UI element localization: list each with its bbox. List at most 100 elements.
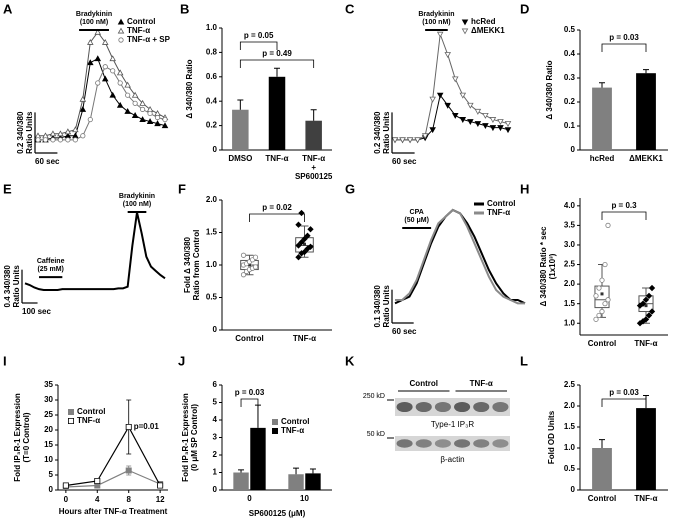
mean — [303, 242, 306, 246]
significance-bracket — [601, 211, 647, 220]
panel-label: E — [3, 181, 12, 196]
blot-band — [415, 401, 432, 413]
y-axis-label: Δ 340/380 Ratio * sec — [539, 226, 548, 307]
blot-band — [396, 401, 413, 413]
bar — [592, 87, 612, 150]
y-axis-label: (1x10³) — [548, 253, 557, 279]
bar — [288, 474, 304, 490]
data-point — [240, 272, 247, 278]
data-point — [596, 312, 602, 319]
y-axis-label: (T=0 Control) — [22, 412, 31, 462]
data-point — [252, 264, 259, 270]
y-axis-label: Fold Δ 340/380 — [183, 236, 192, 293]
data-point — [599, 277, 605, 283]
y-tick-label: 0 — [213, 145, 218, 154]
trace-marker — [80, 133, 86, 139]
scale-x-label: 60 sec — [392, 157, 417, 166]
y-tick-label: 15 — [44, 440, 53, 449]
scale-y-label: 0.2 340/380 — [373, 111, 382, 154]
y-tick-label: 5 — [213, 398, 218, 407]
legend-label: Control — [487, 199, 515, 208]
trace-marker — [35, 137, 41, 143]
significance-bracket — [601, 398, 647, 407]
mean — [600, 292, 604, 296]
panel-label: D — [520, 1, 529, 16]
y-tick-label: 0.1 — [564, 121, 576, 130]
y-tick-label: 2.5 — [564, 380, 576, 389]
panel-label: C — [345, 1, 355, 16]
error-bar — [274, 67, 280, 77]
panel-label: F — [178, 181, 186, 196]
trace-marker — [459, 92, 467, 99]
scale-y-label: Ratio Units — [25, 111, 34, 154]
trace-marker — [421, 133, 429, 140]
blot-band — [434, 401, 451, 413]
trace-marker — [139, 116, 146, 123]
trace-marker — [162, 116, 168, 123]
series-line — [65, 469, 161, 488]
x-tick-label: Control — [588, 494, 616, 503]
trace-marker — [489, 125, 497, 132]
x-tick-label: hcRed — [590, 154, 615, 163]
data-point — [307, 243, 314, 250]
legend-marker — [68, 418, 74, 424]
trace-marker — [161, 122, 169, 129]
data-point — [642, 296, 650, 303]
x-tick-label: SP600125 — [295, 172, 333, 181]
trace-marker — [444, 52, 452, 58]
legend-marker — [117, 27, 125, 34]
trace-line — [24, 212, 166, 291]
panel-label: A — [3, 1, 13, 16]
y-tick-label: 30 — [44, 395, 53, 404]
bar — [232, 109, 249, 150]
data-marker — [94, 478, 101, 484]
trace-marker — [482, 123, 489, 130]
y-tick-label: 0 — [571, 145, 576, 154]
annotation: p=0.01 — [134, 422, 160, 431]
scale-y-label: Ratio Units — [382, 111, 391, 154]
trace-marker — [109, 55, 116, 62]
trace-marker — [124, 107, 131, 114]
trace-marker — [131, 91, 139, 98]
bar — [305, 120, 322, 150]
band-label: β-actin — [440, 455, 464, 464]
trace-marker — [139, 106, 146, 112]
legend-label: TNF-α + SP — [127, 35, 171, 44]
mean — [248, 263, 251, 267]
data-point — [307, 226, 314, 233]
y-tick-label: 0.5 — [564, 25, 576, 34]
x-tick-label: Control — [588, 339, 616, 348]
trace-marker — [489, 117, 497, 123]
trace-marker — [116, 101, 124, 108]
y-tick-label: 1.0 — [564, 318, 576, 327]
trace-marker — [87, 59, 94, 66]
significance-bracket — [239, 41, 278, 50]
error-bar — [309, 468, 316, 474]
significance-bracket — [249, 213, 305, 222]
data-point — [645, 312, 653, 319]
x-axis-label: Hours after TNF-α Treatment — [59, 507, 168, 516]
trace-marker — [50, 137, 56, 143]
scale-y-label: 0.2 340/380 — [16, 111, 25, 154]
y-tick-label: 0.6 — [206, 72, 218, 81]
size-label: 50 kD — [367, 431, 385, 438]
data-marker — [125, 424, 132, 430]
data-point — [301, 235, 308, 243]
stimulus-label: Bradykinin — [76, 11, 112, 18]
trace-marker — [467, 119, 474, 125]
y-tick-label: 4.0 — [564, 201, 576, 210]
trace-marker — [146, 118, 154, 125]
stimulus-label: (50 μM) — [404, 217, 429, 224]
y-tick-label: 6 — [213, 380, 218, 389]
trace-marker — [109, 91, 116, 98]
y-tick-label: 0 — [213, 485, 218, 494]
y-tick-label: 0.2 — [564, 97, 576, 106]
trace-marker — [116, 69, 124, 76]
blot-band — [415, 439, 432, 448]
trace-marker — [57, 137, 64, 143]
panel-label: K — [345, 353, 355, 368]
p-value: p = 0.49 — [262, 49, 292, 58]
y-tick-label: 0.4 — [564, 49, 576, 58]
y-tick-label: 2.0 — [206, 195, 218, 204]
